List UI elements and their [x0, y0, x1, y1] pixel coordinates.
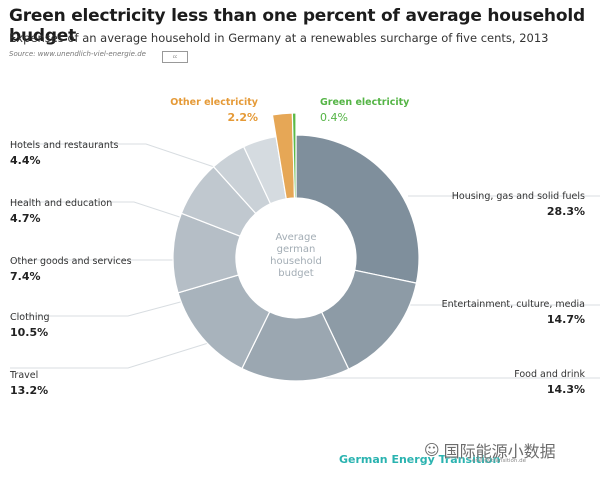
center-label-line: german [277, 244, 316, 255]
value-other-electricity: 2.2% [227, 111, 258, 124]
value-food-and-drink: 14.3% [547, 383, 585, 396]
value-other-goods-and-services: 7.4% [10, 270, 41, 283]
source-note: Source: www.unendlich-viel-energie.de [9, 50, 146, 58]
slice-green-electricity [291, 112, 297, 199]
leader-line-hotels-and-restaurants [10, 143, 239, 176]
value-housing-gas-and-solid-fuels: 28.3% [547, 205, 585, 218]
watermark-text: 国际能源小数据 [443, 442, 556, 461]
chart-title: Green electricity less than one percent … [9, 6, 585, 46]
value-entertainment-culture-media: 14.7% [547, 313, 585, 326]
leader-line-clothing [10, 299, 189, 317]
label-hotels-and-restaurants: Hotels and restaurants [10, 140, 119, 151]
label-green-electricity: Green electricity [320, 97, 410, 108]
value-travel: 13.2% [10, 384, 48, 397]
value-clothing: 10.5% [10, 326, 48, 339]
slice-housing-gas-and-solid-fuels [295, 134, 420, 284]
label-entertainment-culture-media: Entertainment, culture, media [442, 299, 585, 310]
value-health-and-education: 4.7% [10, 212, 41, 225]
label-housing-gas-and-solid-fuels: Housing, gas and solid fuels [452, 191, 585, 202]
center-label-line: Average [275, 232, 316, 243]
footer-brand: German Energy Transition [339, 453, 501, 466]
footer-site: energytransition.de [472, 458, 526, 464]
leader-line-travel [10, 339, 219, 369]
value-green-electricity: 0.4% [320, 111, 348, 124]
license-badge-icon: cc [162, 51, 188, 63]
label-other-electricity: Other electricity [170, 97, 259, 108]
center-label-line: budget [278, 268, 314, 279]
label-health-and-education: Health and education [10, 198, 112, 209]
chat-bubble-icon: ☺ [424, 441, 440, 459]
center-label: Average german household budget [270, 232, 322, 279]
watermark: ☺ 国际能源小数据 [424, 438, 556, 462]
chart-subtitle: Expenses of an average household in Germ… [9, 31, 549, 45]
center-label-line: household [270, 256, 322, 267]
label-other-goods-and-services: Other goods and services [10, 256, 132, 267]
value-hotels-and-restaurants: 4.4% [10, 154, 41, 167]
label-food-and-drink: Food and drink [514, 369, 585, 380]
label-travel: Travel [9, 370, 38, 381]
label-clothing: Clothing [10, 312, 50, 323]
